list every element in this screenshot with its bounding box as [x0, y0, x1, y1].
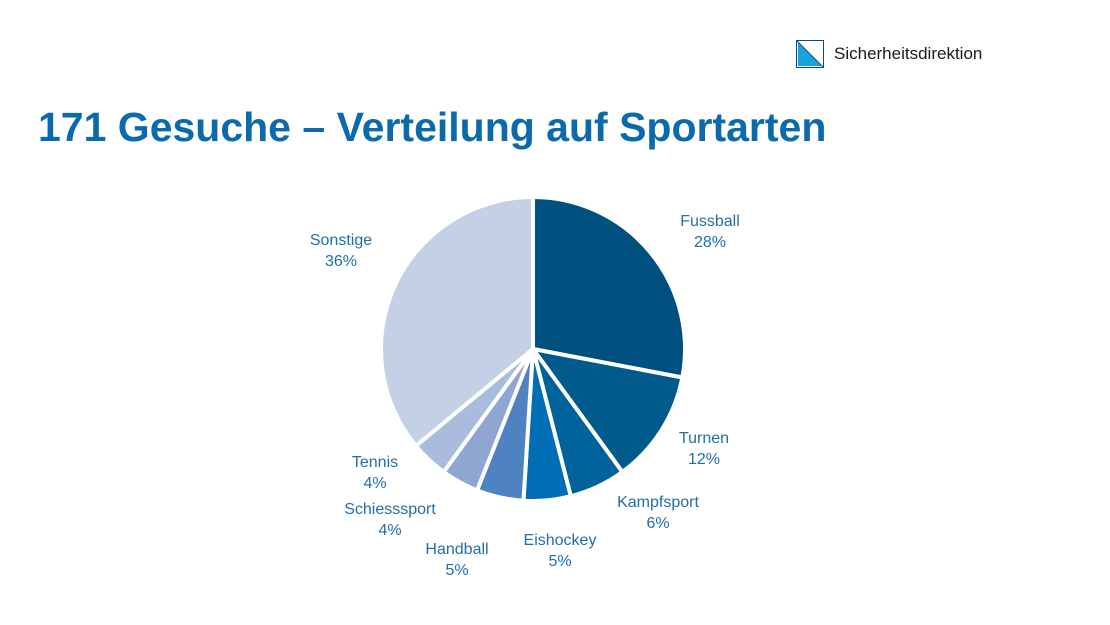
slice-percent: 5%: [548, 553, 571, 570]
slice-percent: 5%: [445, 562, 468, 579]
slice-label-tennis: Tennis 4%: [352, 454, 398, 492]
slice-label-fussball: Fussball 28%: [680, 213, 740, 251]
slice-name: Handball: [425, 541, 488, 558]
brand-name: Sicherheitsdirektion: [834, 44, 983, 63]
slice-percent: 12%: [688, 451, 720, 468]
slice-label-sonstige: Sonstige 36%: [310, 232, 372, 270]
pie-slice-fussball: [531, 195, 687, 380]
slice-percent: 28%: [694, 234, 726, 251]
pie-slice-turnen: [531, 347, 685, 474]
slice-percent: 4%: [363, 475, 386, 492]
slice-percent: 4%: [378, 522, 401, 539]
slice-name: Schiesssport: [344, 501, 436, 518]
slice-name: Turnen: [679, 430, 729, 447]
slice-percent: 6%: [646, 515, 669, 532]
slice-label-kampfsport: Kampfsport 6%: [617, 494, 699, 532]
slice-label-handball: Handball 5%: [425, 541, 488, 579]
slice-name: Fussball: [680, 213, 740, 230]
slice-name: Tennis: [352, 454, 398, 471]
page-title: 171 Gesuche – Verteilung auf Sportarten: [38, 104, 827, 150]
slice-name: Eishockey: [524, 532, 597, 549]
slice-name: Kampfsport: [617, 494, 699, 511]
zurich-canton-flag-icon: [796, 40, 824, 68]
brand: Sicherheitsdirektion: [796, 40, 982, 68]
pie-slice-sonstige: [379, 195, 535, 448]
slice-percent: 36%: [325, 253, 357, 270]
slice-label-eishockey: Eishockey 5%: [524, 532, 597, 570]
slice-label-schiesssport: Schiesssport 4%: [344, 501, 436, 539]
slice-label-turnen: Turnen 12%: [679, 430, 729, 468]
slice-name: Sonstige: [310, 232, 372, 249]
